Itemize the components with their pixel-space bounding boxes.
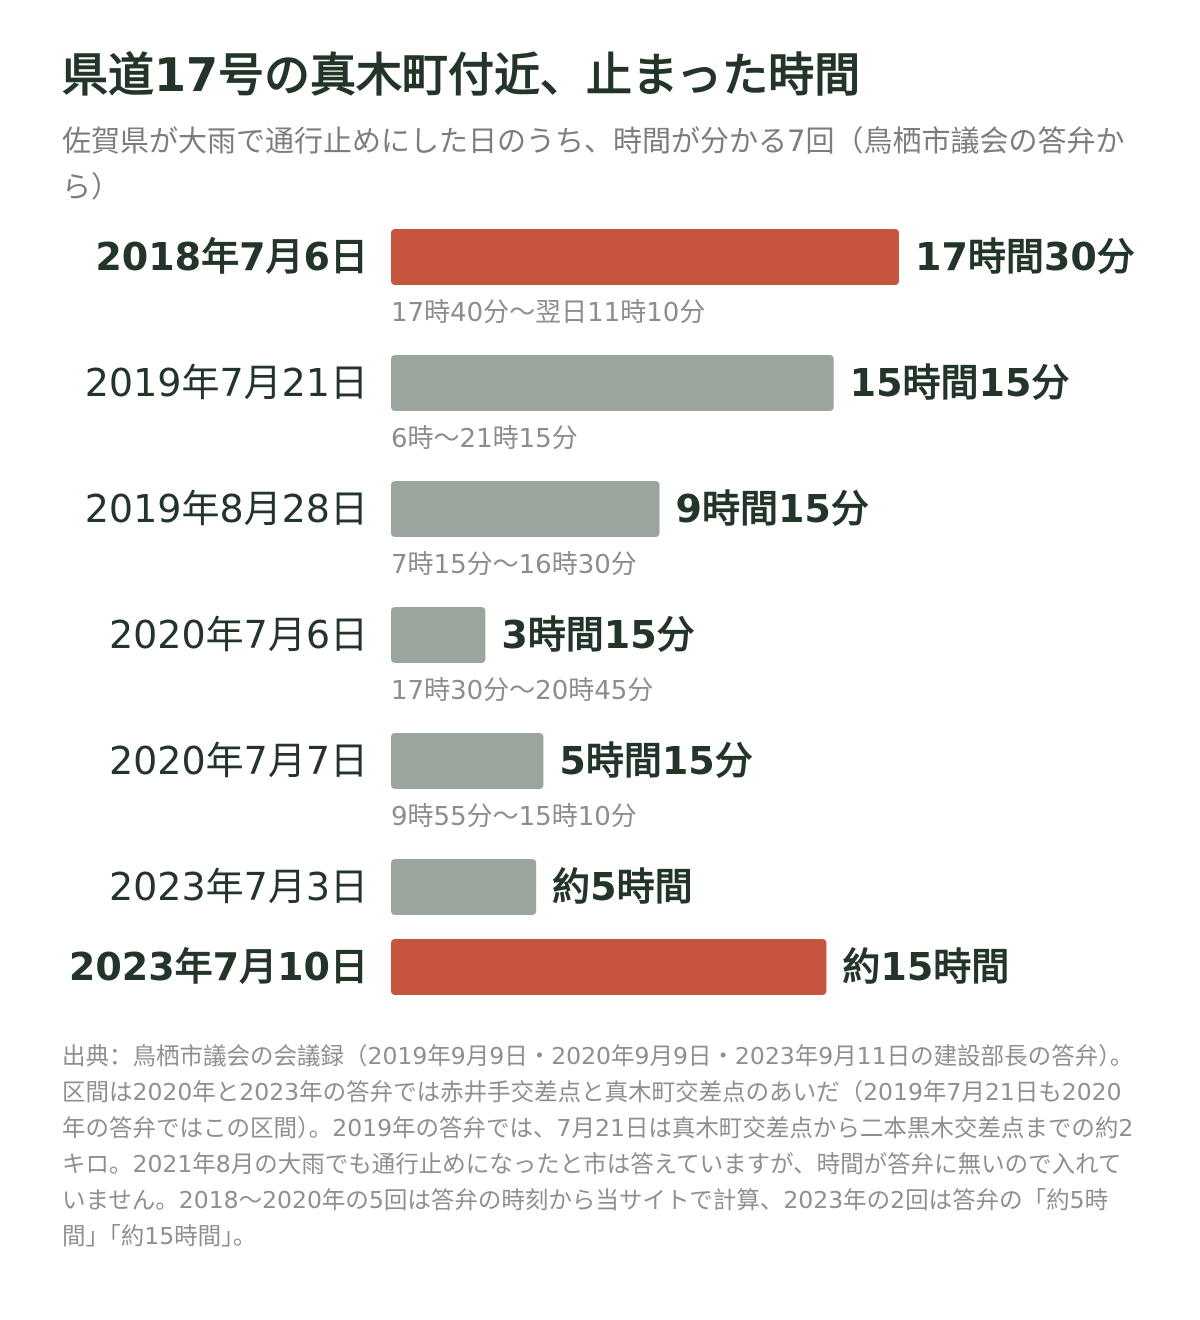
bar-time-range-label: 7時15分〜16時30分: [391, 550, 637, 580]
bar: [391, 607, 486, 663]
bar: [391, 939, 827, 995]
bar-time-range-label: 17時40分〜翌日11時10分: [391, 298, 705, 328]
bar-value-label: 3時間15分: [501, 613, 694, 657]
chart-title: 県道17号の真木町付近、止まった時間: [62, 48, 861, 102]
bar-time-range-label: 17時30分〜20時45分: [391, 676, 653, 706]
bar-value-label: 約15時間: [842, 945, 1009, 989]
bar: [391, 481, 660, 537]
bar: [391, 733, 544, 789]
bar-date-label: 2018年7月6日: [95, 235, 368, 279]
bar-time-range-label: 6時〜21時15分: [391, 424, 578, 454]
bar: [391, 355, 834, 411]
bar-time-range-label: 9時55分〜15時10分: [391, 802, 637, 832]
bar-value-label: 17時間30分: [915, 235, 1135, 279]
bar-date-label: 2019年8月28日: [85, 487, 368, 531]
bar-date-label: 2020年7月7日: [109, 739, 368, 783]
bar-value-label: 15時間15分: [850, 361, 1070, 405]
chart-subtitle: 佐賀県が大雨で通行止めにした日のうち、時間が分かる7回（鳥栖市議会の答弁から）: [62, 124, 1125, 204]
source-note: 出典：鳥栖市議会の会議録（2019年9月9日・2020年9月9日・2023年9月…: [62, 1042, 1134, 1250]
bar-value-label: 9時間15分: [676, 487, 869, 531]
bar-date-label: 2019年7月21日: [85, 361, 368, 405]
bar-date-label: 2020年7月6日: [109, 613, 368, 657]
bar-value-label: 約5時間: [552, 865, 692, 909]
bar-value-label: 5時間15分: [559, 739, 752, 783]
bar-date-label: 2023年7月3日: [109, 865, 368, 909]
bar-date-label: 2023年7月10日: [69, 945, 368, 989]
bar: [391, 229, 899, 285]
bar: [391, 859, 537, 915]
bar-chart: 2018年7月6日 17時間30分 17時40分〜翌日11時10分 2019年7月21…: [69, 229, 1135, 995]
